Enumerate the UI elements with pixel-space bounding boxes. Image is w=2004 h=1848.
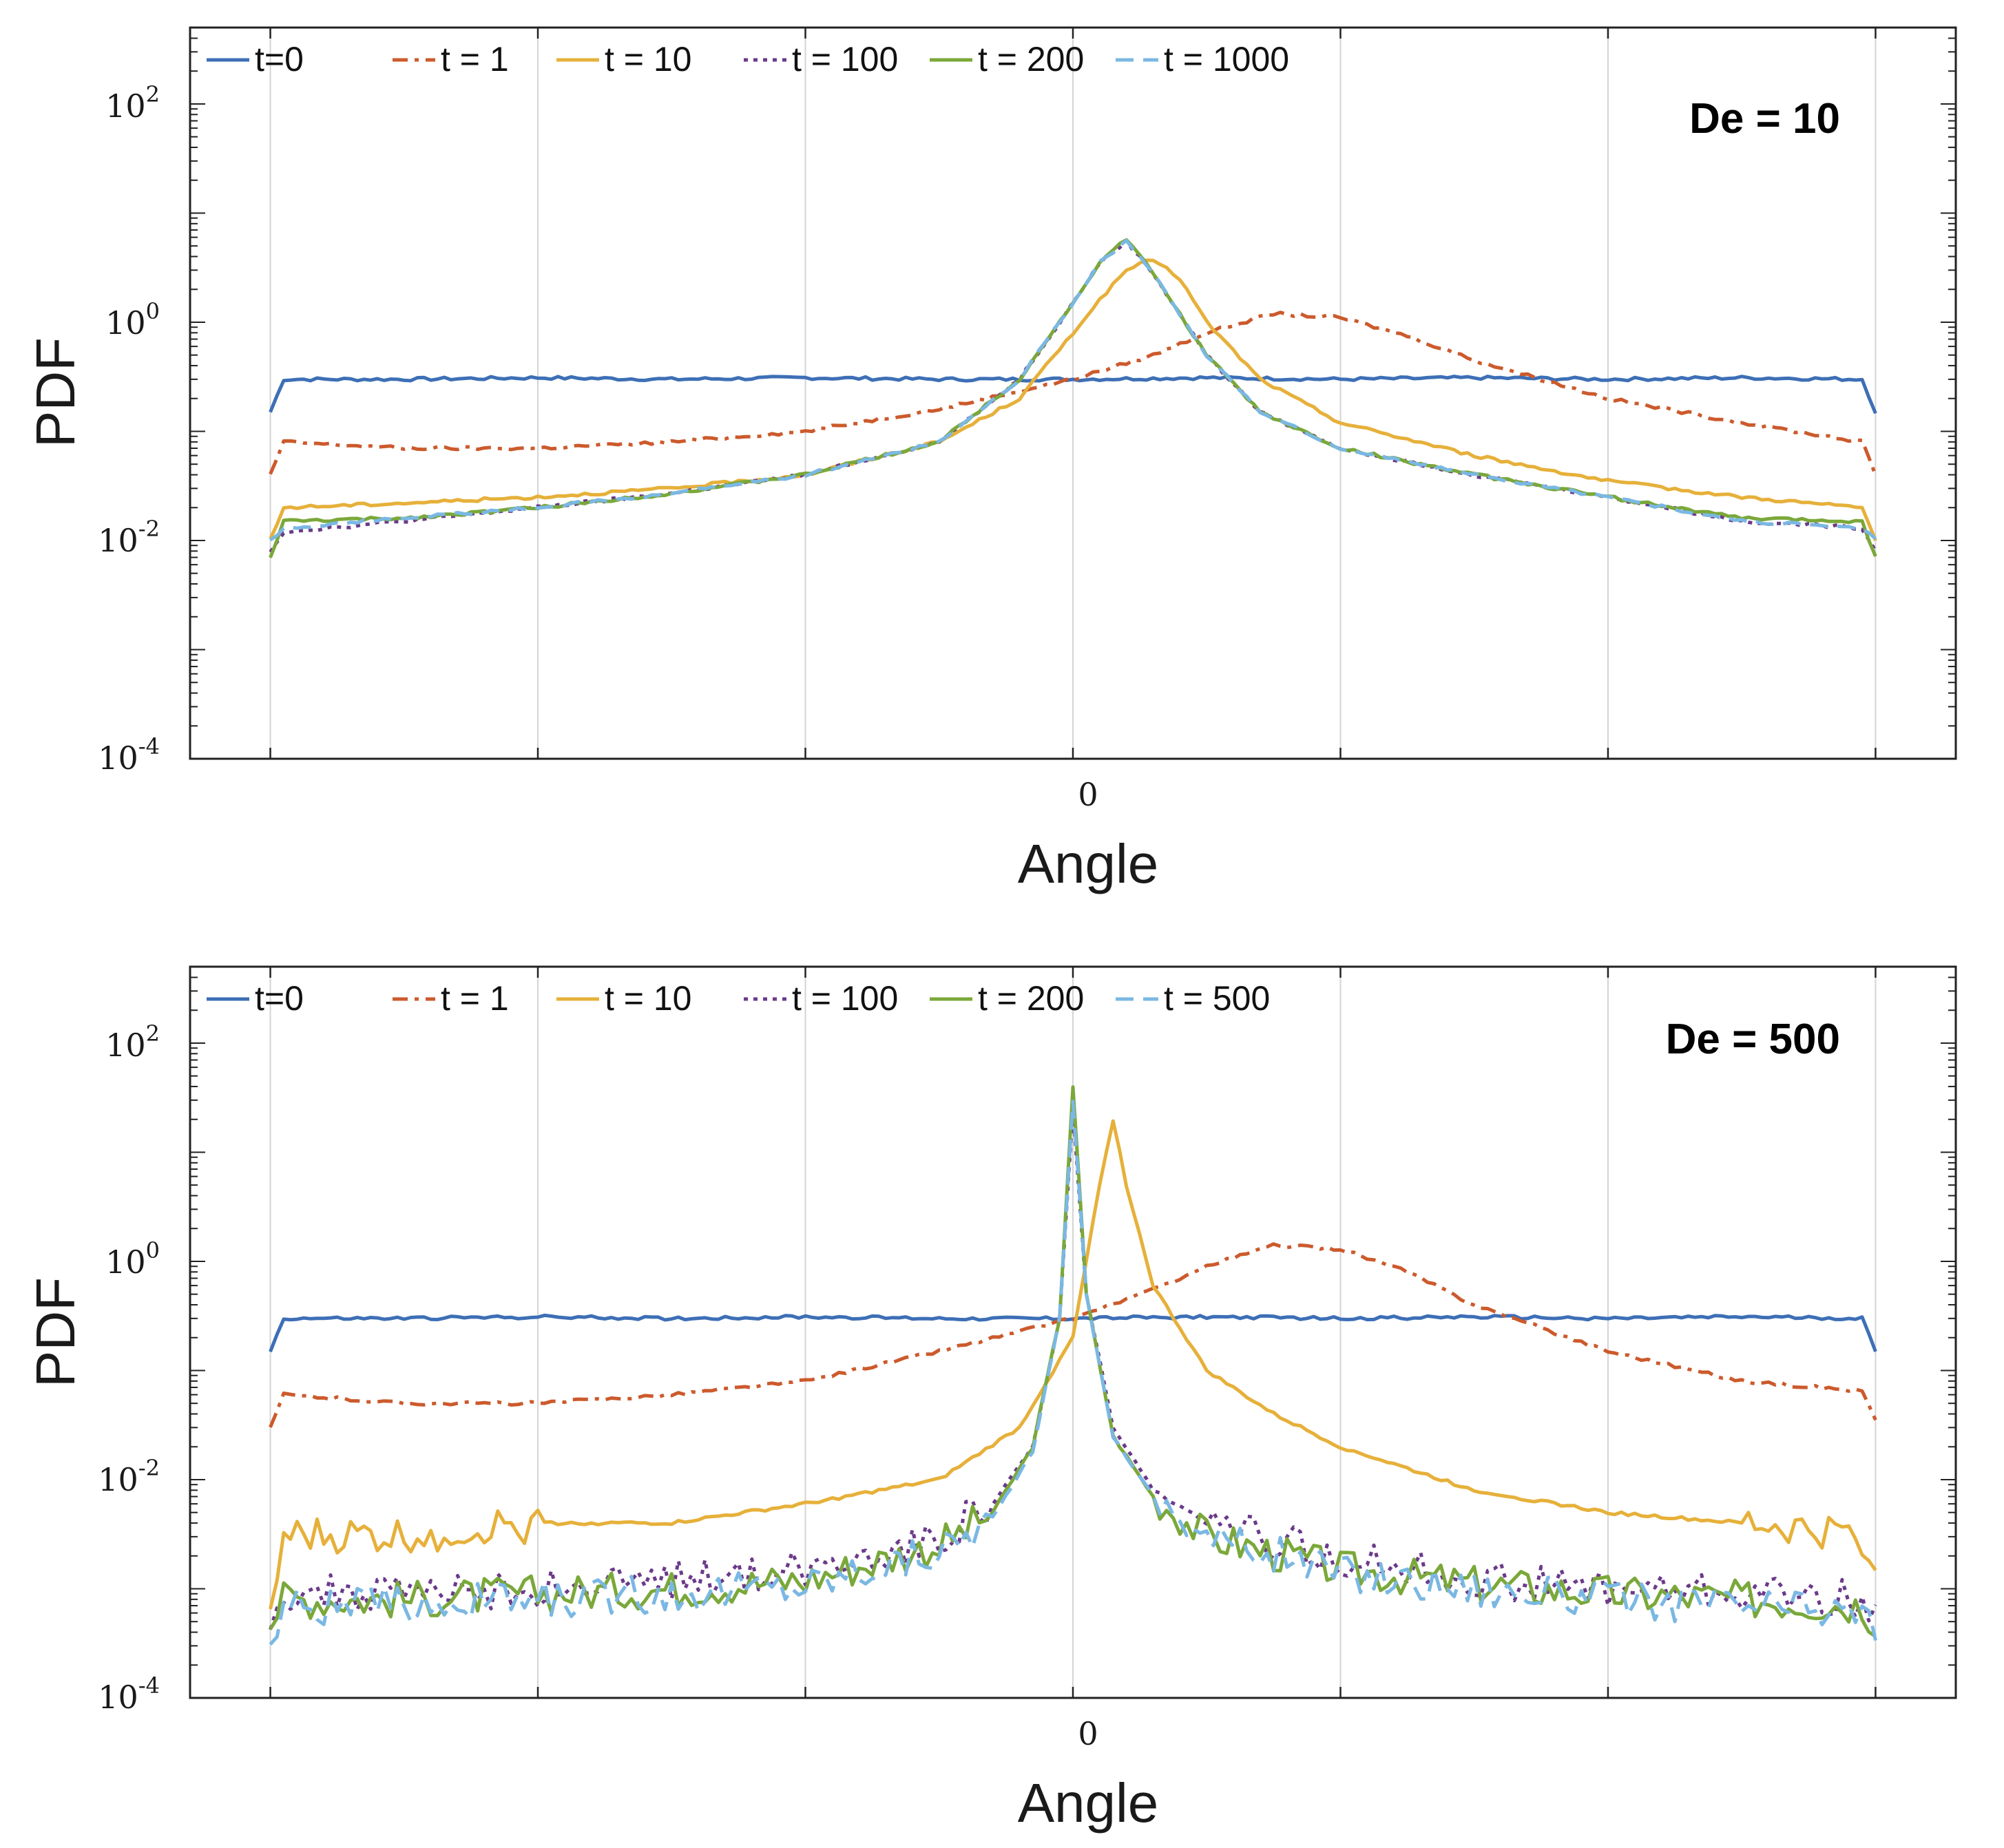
y-axis-title: PDF: [25, 337, 86, 448]
ytick-label: 100: [105, 1237, 160, 1281]
legend-label: t = 200: [978, 40, 1084, 78]
ytick-label: 102: [105, 1020, 160, 1064]
annotation-de: De = 500: [1666, 1016, 1840, 1063]
xtick-label: 0: [1078, 1715, 1098, 1752]
y-axis-title: PDF: [25, 1277, 86, 1387]
x-axis-title: Angle: [1018, 1772, 1159, 1834]
ytick-labels-top: 102 100 10-2 10-4: [98, 81, 160, 777]
series-line-t-10: [269, 1119, 1877, 1610]
legend-label: t = 10: [605, 40, 692, 78]
ytick-label: 10-2: [98, 516, 160, 559]
legend-label: t=0: [255, 40, 304, 78]
annotation-de: De = 10: [1689, 95, 1840, 143]
panel-bottom: 102 100 10-2 10-4 0 Angle PDF De = 500 t…: [25, 965, 1957, 1834]
legend-label: t = 1: [441, 979, 509, 1018]
ytick-label: 102: [105, 81, 160, 125]
xtick-label: 0: [1078, 776, 1098, 813]
series-layer-bottom: [269, 1085, 1877, 1646]
legend-label: t = 200: [978, 979, 1084, 1018]
panel-top: 102 100 10-2 10-4 0 Angle PDF De = 10 t=…: [25, 26, 1957, 894]
legend-bottom: t=0 t = 1 t = 10 t = 100 t = 200 t = 500: [207, 979, 1270, 1018]
series-line-t-0: [269, 375, 1877, 414]
series-line-t-1000: [269, 238, 1877, 542]
ticks-top: [190, 27, 1956, 759]
ytick-labels-bottom: 102 100 10-2 10-4: [98, 1020, 160, 1716]
x-axis-title: Angle: [1018, 833, 1159, 894]
ytick-label: 10-2: [98, 1455, 160, 1498]
series-line-t-1: [269, 1242, 1877, 1428]
legend-label: t = 1000: [1164, 40, 1289, 78]
legend-label: t = 100: [792, 40, 898, 78]
series-line-t-100: [269, 238, 1877, 554]
series-line-t-200: [269, 1085, 1877, 1638]
series-line-t-500: [269, 1100, 1877, 1646]
legend-top: t=0 t = 1 t = 10 t = 100 t = 200 t = 1000: [207, 40, 1289, 78]
legend-label: t = 10: [605, 979, 692, 1018]
legend-label: t=0: [255, 979, 304, 1018]
series-layer-top: [269, 238, 1877, 558]
ticks-bottom: [190, 966, 1956, 1699]
gridlines-top: [269, 28, 1877, 759]
series-line-t-10: [269, 258, 1877, 542]
legend-label: t = 1: [441, 40, 509, 78]
ytick-label: 100: [105, 298, 160, 342]
ytick-label: 10-4: [98, 733, 160, 777]
ytick-label: 10-4: [98, 1672, 160, 1716]
legend-label: t = 100: [792, 979, 898, 1018]
legend-label: t = 500: [1164, 979, 1270, 1018]
